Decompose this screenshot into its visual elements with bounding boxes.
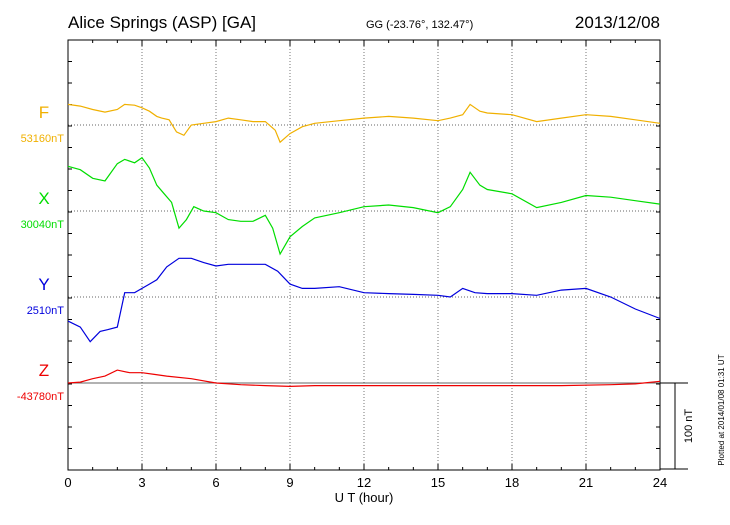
plot-frame — [67, 39, 661, 471]
series-name-F: F — [39, 103, 49, 122]
x-tick-label: 12 — [357, 475, 371, 490]
x-tick-label: 3 — [138, 475, 145, 490]
series-lines — [67, 103, 661, 388]
scale-bar-label: 100 nT — [683, 409, 695, 444]
series-baseline-X: 30040nT — [21, 219, 65, 231]
series-name-X: X — [38, 189, 49, 208]
vertical-gridlines — [141, 40, 587, 470]
x-tick-label: 21 — [579, 475, 593, 490]
series-baseline-F: 53160nT — [21, 133, 65, 145]
x-tick-label: 6 — [212, 475, 219, 490]
series-labels: F 53160nT X 30040nT Y 2510nT Z -43780nT — [17, 103, 64, 403]
series-name-Y: Y — [38, 275, 49, 294]
series-line-Z — [67, 369, 661, 388]
x-tick-label: 9 — [286, 475, 293, 490]
chart-date: 2013/12/08 — [575, 13, 660, 32]
axis-ticks — [67, 40, 661, 470]
x-tick-label: 15 — [431, 475, 445, 490]
series-line-F — [67, 103, 661, 144]
x-tick-label: 24 — [653, 475, 667, 490]
scale-bar: 100 nT — [660, 382, 695, 470]
plot-area — [67, 39, 688, 471]
x-tick-label: 18 — [505, 475, 519, 490]
series-line-X — [67, 156, 661, 256]
x-tick-label: 0 — [64, 475, 71, 490]
plotted-note: Plotted at 2014/01/08 01:31 UT — [717, 354, 726, 465]
series-baseline-Y: 2510nT — [27, 305, 65, 317]
x-tick-labels: 0 3 6 9 12 15 18 21 24 — [64, 475, 667, 490]
series-line-Y — [67, 257, 661, 343]
chart-title: Alice Springs (ASP) [GA] — [68, 13, 256, 32]
series-name-Z: Z — [39, 361, 49, 380]
baseline-gridlines — [68, 124, 688, 384]
x-axis-label: U T (hour) — [335, 490, 394, 505]
series-baseline-Z: -43780nT — [17, 391, 64, 403]
station-coordinates: GG (-23.76°, 132.47°) — [366, 19, 473, 31]
